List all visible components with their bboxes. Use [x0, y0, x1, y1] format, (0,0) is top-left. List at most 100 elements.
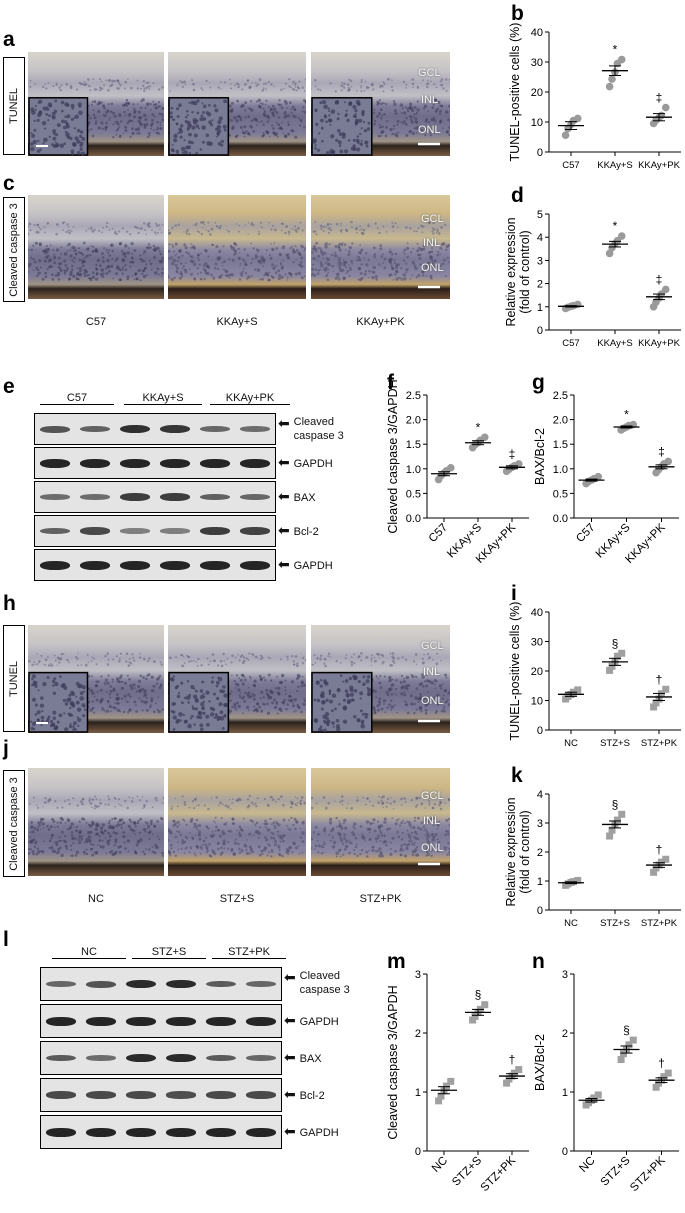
chart-k-xlabel-0: NC — [564, 918, 578, 929]
panel-h-image-1 — [28, 625, 164, 733]
panel-l-row-arrow-5: ⬅ — [284, 1123, 300, 1139]
chart-n-ylabel: BAX/Bcl-2 — [533, 1034, 547, 1091]
panel-e-row-label-2: ⬅ GAPDH — [278, 454, 333, 471]
panel-h-layer-onl: ONL — [421, 695, 444, 707]
chart-n-sig-2: † — [658, 1056, 665, 1070]
chart-i-point-0-4 — [574, 686, 582, 694]
chart-i-sig-1: § — [612, 636, 619, 650]
panel-e-row-text-4: Bcl-2 — [293, 526, 319, 538]
chart-f: f 0.0 0.5 1.0 1.5 2.0 2.5 Cleaved caspase 3/GAP… — [386, 371, 529, 566]
panel-l-row-arrow-4: ⬅ — [284, 1086, 300, 1102]
chart-k-sig-1: § — [612, 797, 619, 811]
panel-j-group-label-3: STZ+PK — [359, 893, 402, 905]
chart-i: i 0 10 20 30 40 TUNEL-positive cells (%) NC STZ+… — [508, 582, 681, 749]
chart-g-ytick-label-5: 2.5 — [553, 390, 568, 402]
panel-l-band-3-4 — [166, 1053, 196, 1063]
panel-c-group-label-2: KKAy+S — [216, 316, 258, 328]
chart-k-point-1-0 — [606, 832, 614, 840]
chart-n-ytick-label-1: 1 — [562, 1087, 568, 1099]
panel-a-layer-gcl: GCL — [418, 67, 441, 79]
panel-l-band-5-2 — [86, 1127, 116, 1137]
panel-l-band-3-2 — [86, 1055, 116, 1061]
chart-i-ylabel: TUNEL-positive cells (%) — [508, 602, 522, 741]
chart-f-ylabel: Cleaved caspase 3/GAPDH — [386, 379, 400, 533]
panel-e-row-label-1: ⬅ Cleaved caspase 3 — [278, 415, 364, 443]
panel-e-blot-row-5 — [34, 549, 276, 581]
chart-d-point-1-0 — [605, 249, 614, 258]
chart-g-ytick-label-0: 0.0 — [553, 513, 568, 525]
chart-m-ylabel: Cleaved caspase 3/GAPDH — [386, 985, 400, 1139]
panel-e-band-4-5 — [200, 527, 230, 535]
panel-e-band-1-1 — [40, 425, 70, 433]
panel-h-side-label: TUNEL — [3, 625, 25, 732]
chart-f-letter: f — [387, 371, 395, 394]
chart-m-ytick-label-1: 1 — [415, 1087, 421, 1099]
panel-l-band-1-6 — [246, 980, 276, 988]
panel-e-blot-row-2 — [34, 447, 276, 479]
chart-b-point-2-4 — [661, 103, 670, 112]
panel-e-band-4-2 — [80, 527, 110, 535]
chart-n-xlabel-2: STZ+PK — [628, 1154, 668, 1194]
panel-l-row-label-1: ⬅ Cleaved caspase 3 — [284, 969, 370, 997]
panel-c-group-label-1: C57 — [85, 316, 107, 328]
panel-l-band-3-6 — [246, 1054, 276, 1062]
chart-m-point-0-4 — [447, 1077, 455, 1085]
panel-c-side-label: Cleaved caspase 3 — [3, 197, 25, 302]
panel-e-row-text-2: GAPDH — [293, 458, 333, 470]
panel-j-side-label: Cleaved caspase 3 — [3, 770, 25, 877]
panel-a-layer-onl: ONL — [418, 124, 441, 136]
chart-i-ytick-label-3: 30 — [531, 637, 543, 649]
panel-c-image-1 — [28, 195, 164, 299]
panel-h-image-3 — [311, 625, 450, 733]
chart-k: k 0 1 2 3 4 Relative expression (fold of contro… — [504, 764, 681, 929]
panel-j-layer-onl: ONL — [421, 842, 444, 854]
panel-l-row-label-3: ⬅ BAX — [284, 1049, 322, 1066]
panel-j-image-3 — [311, 768, 450, 876]
panel-e-band-3-4 — [160, 493, 190, 501]
chart-i-xlabel-0: NC — [564, 738, 578, 749]
chart-k-point-1-4 — [618, 810, 626, 818]
panel-l-row-arrow-2: ⬅ — [284, 1012, 300, 1028]
panel-l-row-text-4: Bcl-2 — [299, 1090, 325, 1102]
chart-d-xlabel-0: C57 — [562, 338, 579, 349]
panel-l-band-2-5 — [206, 1016, 236, 1026]
panel-j-layer-gcl: GCL — [421, 790, 444, 802]
chart-m-xlabel-2: STZ+PK — [479, 1154, 519, 1194]
panel-e-group-header-1: C57 — [40, 392, 114, 405]
panel-l-blot-row-2 — [40, 1004, 282, 1038]
panel-l-band-4-5 — [206, 1091, 236, 1099]
panel-e-band-1-5 — [200, 425, 230, 433]
chart-i-ytick-label-0: 0 — [537, 725, 543, 737]
chart-d-point-2-4 — [661, 285, 670, 294]
panel-l-band-4-6 — [246, 1091, 276, 1099]
chart-k-ytick-label-0: 0 — [537, 905, 543, 917]
panel-l-row-text-1: Cleaved caspase 3 — [299, 970, 350, 996]
chart-i-point-1-3 — [613, 652, 621, 660]
chart-k-ylabel-1: Relative expression — [504, 797, 518, 906]
chart-m-sig-2: † — [509, 1053, 516, 1067]
panel-e-row-arrow-4: ⬅ — [278, 522, 294, 538]
panel-e-blot-row-3 — [34, 481, 276, 513]
panel-e-band-1-3 — [120, 424, 150, 434]
chart-i-xlabel-1: STZ+S — [600, 738, 630, 749]
panel-l-band-1-2 — [86, 980, 116, 988]
panel-l-band-3-3 — [126, 1053, 156, 1063]
panel-l-band-5-4 — [166, 1127, 196, 1137]
chart-g: g0.00.51.01.52.02.5BAX/Bcl-2C57KKAy+SKKA… — [532, 371, 679, 566]
chart-b-ytick-label-1: 10 — [531, 117, 543, 129]
chart-g-xlabel-0: C57 — [574, 522, 597, 545]
chart-n-ytick-label-3: 3 — [562, 969, 568, 981]
chart-f-ytick-label-1: 0.5 — [406, 488, 421, 500]
panel-l-band-4-3 — [126, 1091, 156, 1099]
chart-g-ytick-label-1: 0.5 — [553, 488, 568, 500]
panel-e-band-3-3 — [120, 493, 150, 501]
panel-e-band-5-1 — [40, 560, 70, 570]
panel-e-band-5-4 — [160, 560, 190, 570]
chart-n-point-1-4 — [629, 1036, 637, 1044]
chart-k-xlabel-1: STZ+S — [600, 918, 630, 929]
chart-g-point-2-4 — [664, 457, 673, 466]
panel-c-image-3 — [311, 195, 450, 299]
chart-k-point-2-3 — [657, 858, 665, 866]
chart-m-letter: m — [387, 950, 406, 973]
panel-c-group-label-3: KKAy+PK — [356, 316, 405, 328]
